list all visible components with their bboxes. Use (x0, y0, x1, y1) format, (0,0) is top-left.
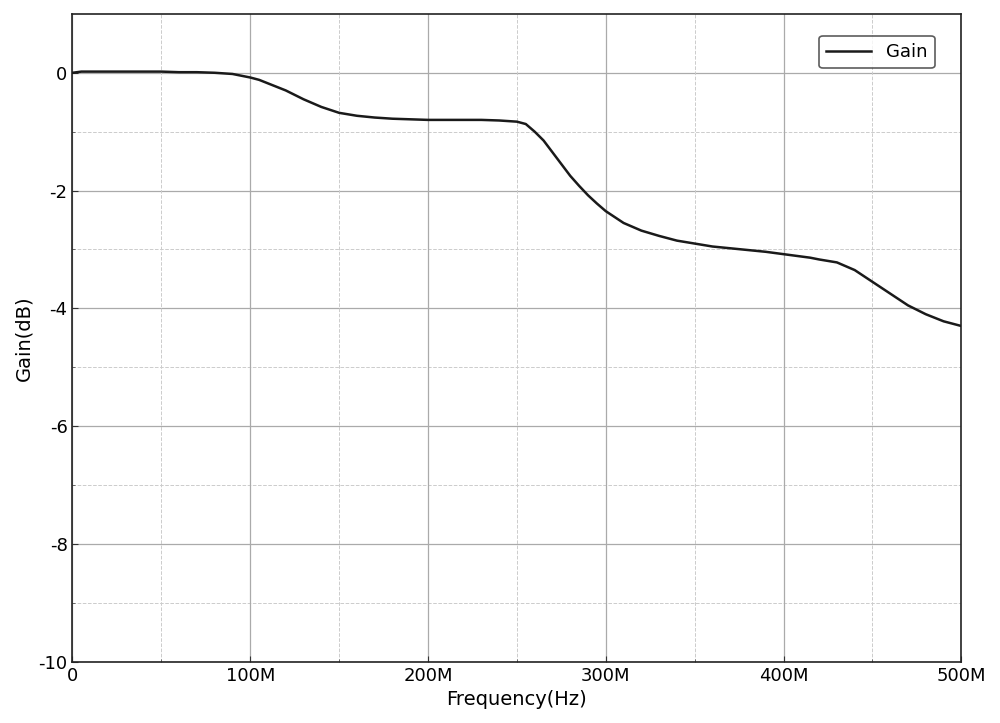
X-axis label: Frequency(Hz): Frequency(Hz) (447, 690, 587, 709)
Gain (75, 67, 87, 76)
Gain (689, 239, 701, 248)
Y-axis label: Gain(dB): Gain(dB) (14, 295, 33, 380)
Gain (333, 108, 345, 117)
Line: Gain: Gain (72, 72, 961, 326)
Gain (955, 322, 967, 330)
Gain (520, 120, 532, 129)
Gain (66, 69, 78, 77)
Gain (938, 317, 950, 325)
Gain (538, 136, 550, 145)
Legend: Gain: Gain (819, 36, 935, 68)
Gain (369, 114, 381, 122)
